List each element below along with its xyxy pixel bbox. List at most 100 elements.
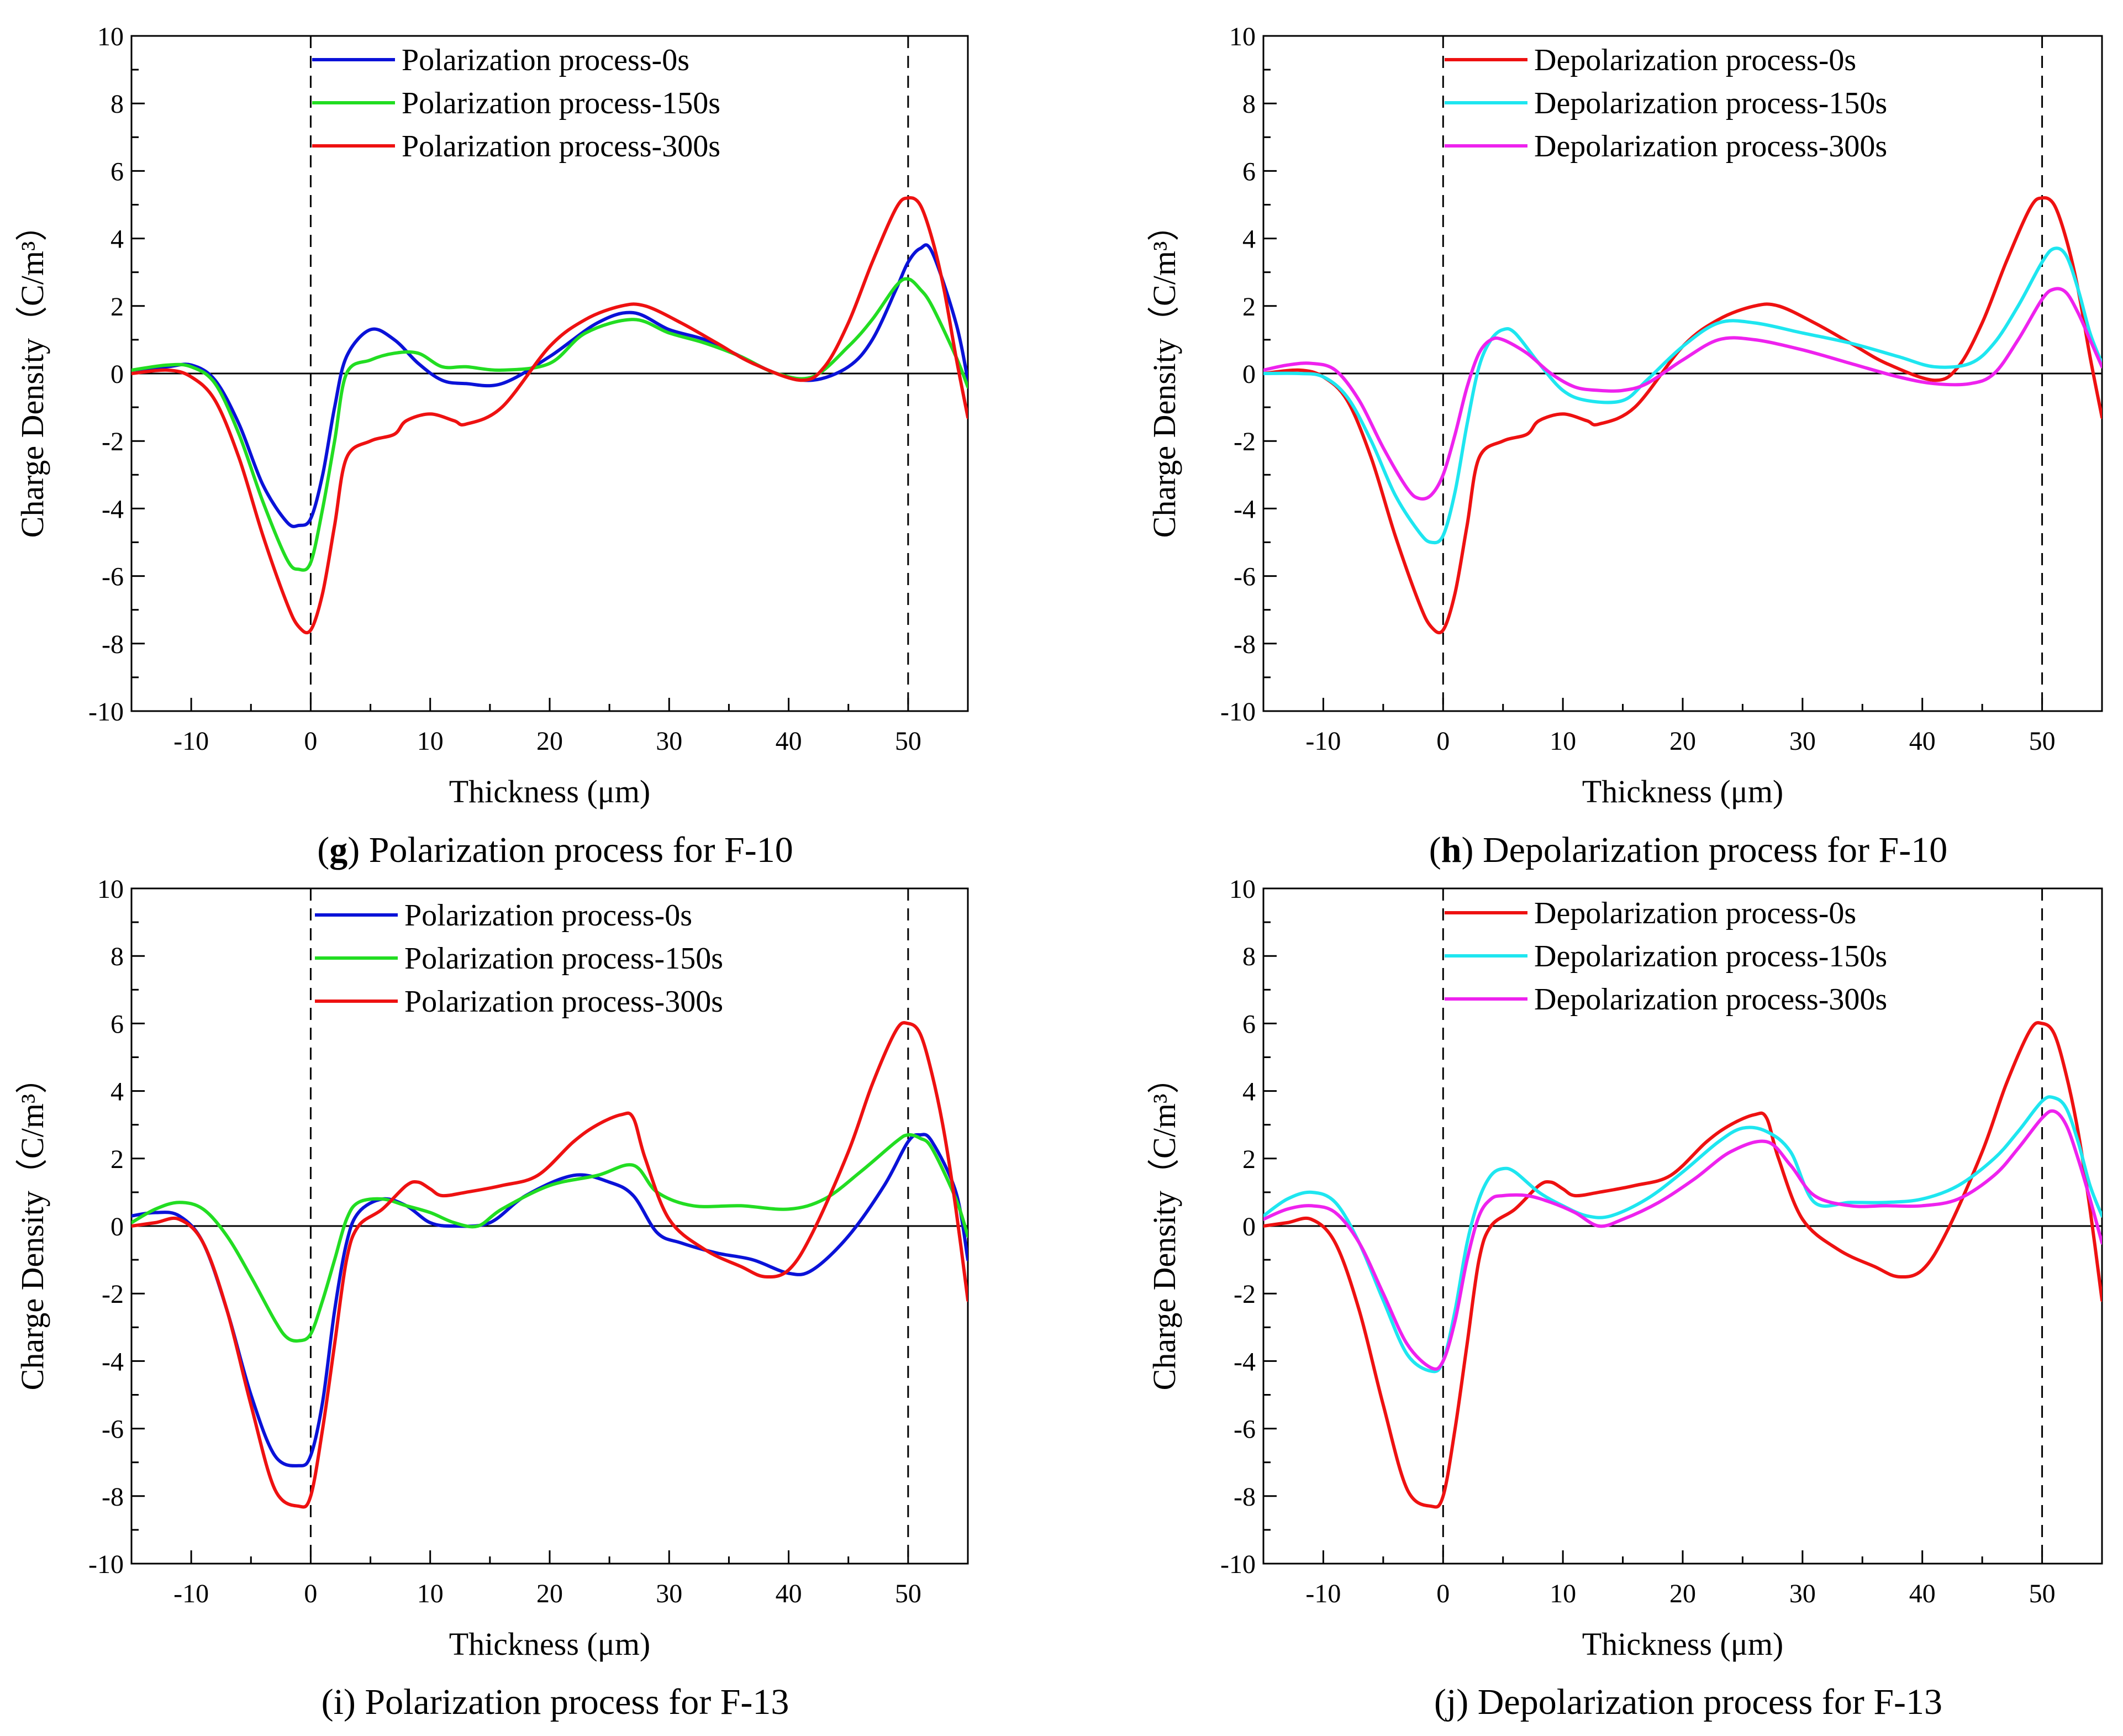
x-tick-label: 10 <box>417 727 444 756</box>
chart-panel-h: -10 -8 -6 -4 -2 0 2 4 6 8 10 -10 0 10 20 30 40 50 Depolari… <box>1146 22 2103 870</box>
y-tick-label: 6 <box>1242 1009 1256 1039</box>
series-line <box>1263 1021 2102 1509</box>
x-tick-label: 10 <box>417 1579 444 1608</box>
x-tick-label: -10 <box>1305 1579 1341 1608</box>
y-tick-label: 0 <box>1242 360 1256 389</box>
x-tick-label: 0 <box>304 727 317 756</box>
y-tick-label: -8 <box>102 630 124 659</box>
x-tick-label: 40 <box>776 1579 802 1608</box>
y-axis-label: Charge Density（C/m³） <box>14 1062 50 1391</box>
y-tick-label: 2 <box>110 1145 124 1174</box>
y-tick-label: -6 <box>102 1415 124 1444</box>
y-tick-label: -6 <box>102 562 124 592</box>
chart-panel-g: -10 -8 -6 -4 -2 0 2 4 6 8 10 -10 0 10 20 30 40 50 Polariza… <box>14 22 969 870</box>
y-tick-label: 8 <box>1242 942 1256 971</box>
y-tick-label: 10 <box>1229 22 1256 51</box>
x-tick-label: 0 <box>1436 1579 1450 1608</box>
chart-panel-j: -10 -8 -6 -4 -2 0 2 4 6 8 10 -10 0 10 20 30 40 50 Depolari… <box>1146 875 2103 1722</box>
y-tick-label: -8 <box>102 1482 124 1512</box>
x-tick-label: 40 <box>1909 1579 1936 1608</box>
y-tick-label: 6 <box>110 157 124 186</box>
legend-entry: Depolarization process-300s <box>1534 129 1887 164</box>
y-tick-label: 8 <box>110 942 124 971</box>
x-tick-label: -10 <box>1305 727 1341 756</box>
y-tick-label: 10 <box>1229 875 1256 904</box>
legend-entry: Depolarization process-150s <box>1534 86 1887 120</box>
series-line <box>131 1021 968 1509</box>
y-tick-label: -6 <box>1234 1415 1256 1444</box>
series-line <box>1263 1095 2102 1374</box>
y-axis-label: Charge Density（C/m³） <box>1146 1062 1182 1391</box>
x-axis-label: Thickness (μm) <box>449 1626 651 1662</box>
series-group <box>131 196 968 635</box>
y-tick-label: -2 <box>102 1280 124 1309</box>
y-tick-label: 6 <box>110 1009 124 1039</box>
y-tick-label: -10 <box>1220 1550 1256 1579</box>
y-tick-label: -4 <box>102 1347 124 1376</box>
y-tick-label: -2 <box>1234 1280 1256 1309</box>
legend-entry: Polarization process-300s <box>402 129 720 164</box>
x-tick-label: 30 <box>1789 1579 1816 1608</box>
x-tick-label: 50 <box>2029 727 2056 756</box>
y-tick-label: 4 <box>110 225 124 254</box>
x-tick-label: 30 <box>1789 727 1816 756</box>
legend-entry: Polarization process-0s <box>402 43 689 77</box>
x-tick-label: 50 <box>895 1579 921 1608</box>
y-tick-label: -2 <box>102 427 124 456</box>
y-tick-label: 8 <box>1242 90 1256 119</box>
y-tick-label: 0 <box>1242 1212 1256 1241</box>
x-tick-label: -10 <box>173 1579 209 1608</box>
series-line <box>131 196 968 635</box>
y-tick-label: 0 <box>110 1212 124 1241</box>
series-line <box>1263 246 2102 545</box>
y-tick-label: 0 <box>110 360 124 389</box>
x-tick-label: 50 <box>2029 1579 2056 1608</box>
panel-caption: (g) Polarization process for F-10 <box>317 830 793 870</box>
y-tick-label: 6 <box>1242 157 1256 186</box>
series-line <box>131 243 968 528</box>
x-tick-label: 40 <box>776 727 802 756</box>
x-tick-label: 30 <box>656 727 682 756</box>
panel-caption: (h) Depolarization process for F-10 <box>1429 830 1947 870</box>
series-line <box>1263 196 2102 635</box>
x-tick-label: 20 <box>536 1579 563 1608</box>
legend-entry: Depolarization process-300s <box>1534 982 1887 1017</box>
x-tick-label: 50 <box>895 727 921 756</box>
series-line <box>131 277 968 572</box>
y-tick-label: -4 <box>1234 1347 1256 1376</box>
legend-entry: Depolarization process-0s <box>1534 896 1856 930</box>
panel-caption: (i) Polarization process for F-13 <box>322 1682 789 1722</box>
series-line <box>1263 1109 2102 1371</box>
y-tick-label: -4 <box>1234 495 1256 524</box>
x-axis-label: Thickness (μm) <box>1582 1626 1784 1662</box>
x-tick-label: 0 <box>304 1579 317 1608</box>
series-group <box>131 1021 968 1509</box>
x-tick-label: 10 <box>1550 727 1576 756</box>
legend-entry: Polarization process-300s <box>404 985 723 1019</box>
y-tick-label: -10 <box>88 1550 124 1579</box>
x-tick-label: 20 <box>1669 1579 1696 1608</box>
y-tick-label: 10 <box>97 875 124 904</box>
chart-panel-i: -10 -8 -6 -4 -2 0 2 4 6 8 10 -10 0 10 20 30 40 50 Polariza… <box>14 875 969 1722</box>
y-axis-label: Charge Density（C/m³） <box>1146 209 1182 538</box>
x-axis-label: Thickness (μm) <box>1582 774 1784 809</box>
series-group <box>1263 196 2102 635</box>
y-tick-label: -10 <box>88 697 124 727</box>
legend-entry: Polarization process-0s <box>404 898 692 933</box>
y-tick-label: 2 <box>1242 1145 1256 1174</box>
x-tick-label: 10 <box>1550 1579 1576 1608</box>
x-tick-label: 30 <box>656 1579 682 1608</box>
y-tick-label: 2 <box>1242 292 1256 322</box>
y-tick-label: -8 <box>1234 630 1256 659</box>
series-line <box>131 1133 968 1467</box>
y-tick-label: 4 <box>1242 1077 1256 1107</box>
y-axis-label: Charge Density（C/m³） <box>14 209 50 538</box>
legend-entry: Depolarization process-150s <box>1534 939 1887 974</box>
series-line <box>131 1133 968 1343</box>
y-tick-label: 2 <box>110 292 124 322</box>
y-tick-label: 10 <box>97 22 124 51</box>
x-tick-label: 40 <box>1909 727 1936 756</box>
x-tick-label: -10 <box>173 727 209 756</box>
y-tick-label: -10 <box>1220 697 1256 727</box>
